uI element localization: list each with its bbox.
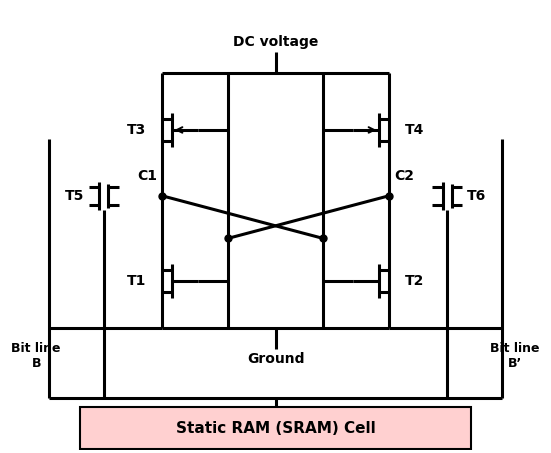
- Text: DC voltage: DC voltage: [233, 35, 318, 49]
- FancyBboxPatch shape: [80, 407, 471, 449]
- Text: Static RAM (SRAM) Cell: Static RAM (SRAM) Cell: [176, 420, 375, 436]
- Text: T1: T1: [127, 274, 146, 288]
- Text: C1: C1: [137, 169, 157, 183]
- Text: T4: T4: [405, 123, 424, 137]
- Text: Ground: Ground: [247, 352, 304, 366]
- Text: C2: C2: [394, 169, 414, 183]
- Text: T3: T3: [127, 123, 146, 137]
- Text: Bit line
B’: Bit line B’: [490, 342, 539, 370]
- Text: T2: T2: [405, 274, 424, 288]
- Text: T5: T5: [64, 189, 84, 203]
- Text: Bit line
B: Bit line B: [12, 342, 61, 370]
- Text: Address line: Address line: [233, 419, 318, 433]
- Text: T6: T6: [467, 189, 486, 203]
